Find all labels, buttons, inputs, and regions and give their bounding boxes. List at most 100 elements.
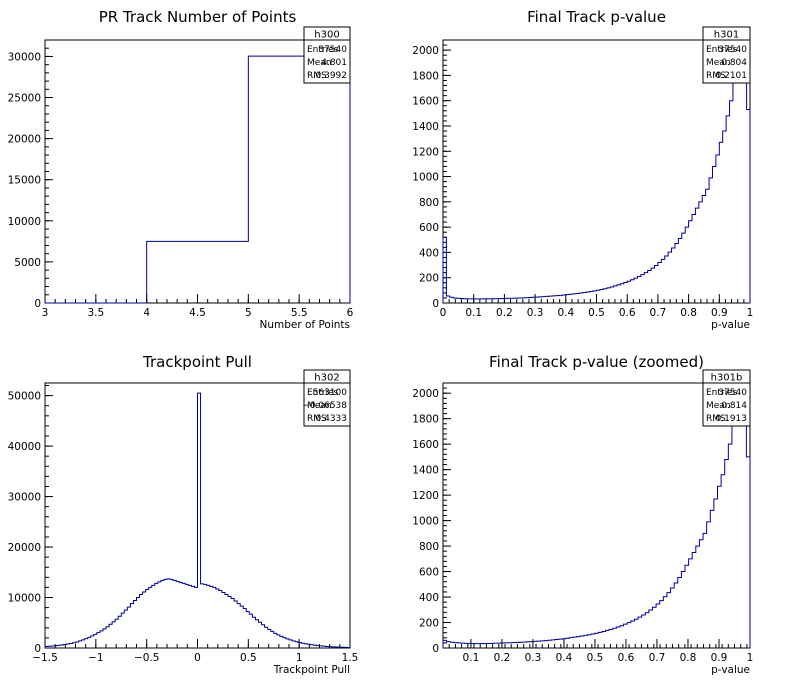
stats-value: 0.2101 xyxy=(716,71,748,81)
stats-label: Entries xyxy=(307,45,339,55)
y-tick-label: 0 xyxy=(432,643,439,655)
chart-title: PR Track Number of Points xyxy=(99,8,297,26)
stats-label: RMS xyxy=(307,71,327,81)
stats-label: RMS xyxy=(307,414,327,424)
y-tick-label: 1200 xyxy=(412,146,439,158)
x-tick-label: −1 xyxy=(88,652,103,664)
y-tick-label: 2000 xyxy=(412,45,439,57)
y-tick-label: 400 xyxy=(419,592,439,604)
stats-label: Entries xyxy=(706,388,738,398)
y-tick-label: 600 xyxy=(419,222,439,234)
x-tick-label: 0.9 xyxy=(711,652,728,664)
histogram-panel-3: Trackpoint Pull 0 10000 20000 30000 40000 5000… xyxy=(8,353,359,676)
x-tick-label: 0.2 xyxy=(496,307,513,319)
stats-box xyxy=(702,369,751,427)
y-tick-label: 1000 xyxy=(412,172,439,184)
x-axis-label: Trackpoint Pull xyxy=(273,664,350,676)
x-tick-label: 0.5 xyxy=(587,652,604,664)
stats-label: RMS xyxy=(706,71,726,81)
y-tick-label: 1800 xyxy=(412,70,439,82)
x-tick-label: 1 xyxy=(747,652,754,664)
y-tick-label: 800 xyxy=(419,197,439,209)
stats-name: h301b xyxy=(711,373,743,384)
stats-label: Entries xyxy=(706,45,738,55)
y-tick-label: 1600 xyxy=(412,439,439,451)
y-tick-label: 20000 xyxy=(8,542,41,554)
y-tick-label: 1400 xyxy=(412,465,439,477)
chart-title: Final Track p-value (zoomed) xyxy=(489,353,704,371)
stats-value: 0.4333 xyxy=(316,414,348,424)
y-tick-label: 0 xyxy=(34,643,41,655)
stats-value: 37540 xyxy=(318,45,347,55)
y-tick-label: 40000 xyxy=(8,441,41,453)
stats-name: h301 xyxy=(714,30,739,41)
stats-box xyxy=(303,369,351,427)
x-axis-label: p-value xyxy=(711,664,750,676)
x-tick-label: 0.4 xyxy=(557,307,574,319)
y-tick-label: 30000 xyxy=(8,51,41,63)
y-tick-label: 600 xyxy=(419,567,439,579)
x-tick-label: 0 xyxy=(194,652,201,664)
histogram-line xyxy=(442,49,751,303)
x-tick-label: −1.5 xyxy=(32,652,58,664)
stats-box xyxy=(303,26,351,84)
stats-value: 563100 xyxy=(313,388,348,398)
x-tick-label: 0 xyxy=(440,307,447,319)
y-tick-label: 15000 xyxy=(8,175,41,187)
chart-title: Trackpoint Pull xyxy=(142,353,252,371)
stats-value: −0.06538 xyxy=(302,401,347,411)
stats-name: h302 xyxy=(314,373,339,384)
x-tick-label: 4 xyxy=(143,307,150,319)
y-tick-label: 200 xyxy=(419,273,439,285)
histogram-line xyxy=(442,392,751,648)
histogram-line xyxy=(44,392,351,648)
histogram-panel-4: Final Track p-value (zoomed) 0 200 400 600 80… xyxy=(412,353,753,676)
x-tick-label: 0.9 xyxy=(711,307,728,319)
x-tick-label: 0.4 xyxy=(556,652,573,664)
x-tick-label: 0.3 xyxy=(527,307,544,319)
stats-value: 37540 xyxy=(718,388,747,398)
y-tick-label: 1400 xyxy=(412,121,439,133)
x-tick-label: 0.6 xyxy=(618,652,635,664)
y-tick-label: 1200 xyxy=(412,490,439,502)
stats-label: Mean xyxy=(307,401,332,411)
x-tick-label: 0.7 xyxy=(649,652,666,664)
x-tick-label: 0.5 xyxy=(588,307,605,319)
stats-label: Entries xyxy=(307,388,339,398)
y-tick-label: 200 xyxy=(419,618,439,630)
histogram-line xyxy=(45,55,351,304)
x-axis-label: p-value xyxy=(711,319,750,331)
stats-label: RMS xyxy=(706,414,726,424)
y-tick-label: 5000 xyxy=(14,257,41,269)
x-tick-label: 0.1 xyxy=(463,652,480,664)
y-tick-label: 50000 xyxy=(8,391,41,403)
x-tick-label: 3.5 xyxy=(87,307,104,319)
x-tick-label: 0.3 xyxy=(525,652,542,664)
y-tick-label: 20000 xyxy=(8,134,41,146)
x-tick-label: 0.1 xyxy=(465,307,482,319)
x-tick-label: 0.8 xyxy=(680,652,697,664)
histogram-panel-1: PR Track Number of Points 0 5000 10000 15000… xyxy=(8,8,354,331)
stats-label: Mean xyxy=(706,58,731,68)
histogram-panel-2: Final Track p-value020040060080010001200… xyxy=(412,8,753,331)
stats-label: Mean xyxy=(307,58,332,68)
stats-label: Mean xyxy=(706,401,731,411)
x-axis-label: Number of Points xyxy=(259,319,350,331)
stats-name: h300 xyxy=(314,30,339,41)
stats-value: 0.3992 xyxy=(316,71,348,81)
y-tick-label: 1600 xyxy=(412,96,439,108)
y-tick-label: 2000 xyxy=(412,388,439,400)
x-tick-label: 1 xyxy=(747,307,754,319)
x-tick-label: 5 xyxy=(245,307,252,319)
stats-value: 37540 xyxy=(718,45,747,55)
stats-value: 0.804 xyxy=(721,58,747,68)
x-tick-label: −0.5 xyxy=(134,652,160,664)
x-tick-label: 0.6 xyxy=(619,307,636,319)
stats-value: 4.801 xyxy=(321,58,347,68)
x-tick-label: 0.5 xyxy=(240,652,257,664)
y-tick-label: 10000 xyxy=(8,216,41,228)
y-tick-label: 1800 xyxy=(412,414,439,426)
y-tick-label: 1000 xyxy=(412,516,439,528)
stats-value: 0.1913 xyxy=(716,414,748,424)
